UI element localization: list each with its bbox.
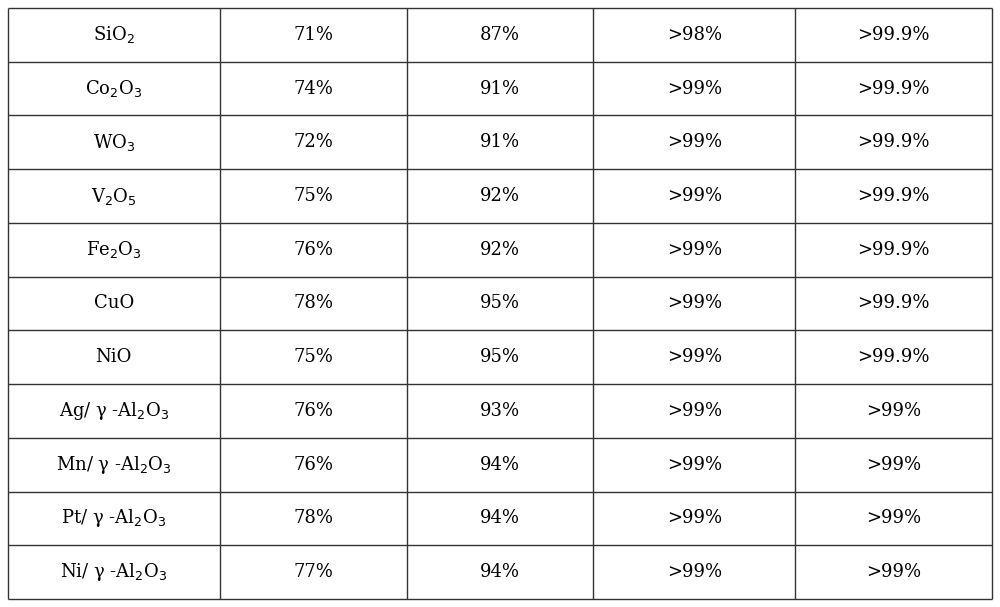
- Text: >99%: >99%: [866, 456, 921, 473]
- Text: >99%: >99%: [667, 563, 722, 581]
- Text: >99%: >99%: [667, 294, 722, 313]
- Text: >99.9%: >99.9%: [857, 80, 930, 98]
- Text: >99.9%: >99.9%: [857, 134, 930, 151]
- Text: 95%: 95%: [480, 348, 520, 366]
- Text: 72%: 72%: [293, 134, 333, 151]
- Text: 75%: 75%: [293, 348, 333, 366]
- Text: >99.9%: >99.9%: [857, 294, 930, 313]
- Text: 74%: 74%: [293, 80, 333, 98]
- Text: 71%: 71%: [293, 26, 333, 44]
- Text: >99%: >99%: [866, 563, 921, 581]
- Text: 77%: 77%: [293, 563, 333, 581]
- Text: 78%: 78%: [293, 294, 333, 313]
- Text: NiO: NiO: [96, 348, 132, 366]
- Text: Ag/ γ -Al$_2$O$_3$: Ag/ γ -Al$_2$O$_3$: [59, 400, 169, 422]
- Text: 92%: 92%: [480, 241, 520, 259]
- Text: >99%: >99%: [667, 456, 722, 473]
- Text: 87%: 87%: [480, 26, 520, 44]
- Text: 94%: 94%: [480, 456, 520, 473]
- Text: 91%: 91%: [480, 80, 520, 98]
- Text: WO$_3$: WO$_3$: [93, 132, 135, 153]
- Text: CuO: CuO: [94, 294, 134, 313]
- Text: >99%: >99%: [667, 134, 722, 151]
- Text: 78%: 78%: [293, 509, 333, 527]
- Text: Mn/ γ -Al$_2$O$_3$: Mn/ γ -Al$_2$O$_3$: [56, 453, 172, 476]
- Text: 76%: 76%: [293, 402, 333, 420]
- Text: >99.9%: >99.9%: [857, 348, 930, 366]
- Text: 95%: 95%: [480, 294, 520, 313]
- Text: 76%: 76%: [293, 456, 333, 473]
- Text: 75%: 75%: [293, 187, 333, 205]
- Text: 94%: 94%: [480, 563, 520, 581]
- Text: 92%: 92%: [480, 187, 520, 205]
- Text: >99%: >99%: [667, 80, 722, 98]
- Text: >99%: >99%: [667, 187, 722, 205]
- Text: Ni/ γ -Al$_2$O$_3$: Ni/ γ -Al$_2$O$_3$: [60, 561, 167, 583]
- Text: >99.9%: >99.9%: [857, 26, 930, 44]
- Text: Pt/ γ -Al$_2$O$_3$: Pt/ γ -Al$_2$O$_3$: [61, 507, 166, 529]
- Text: >99%: >99%: [667, 509, 722, 527]
- Text: >99%: >99%: [866, 402, 921, 420]
- Text: >99%: >99%: [667, 241, 722, 259]
- Text: 76%: 76%: [293, 241, 333, 259]
- Text: >99%: >99%: [667, 348, 722, 366]
- Text: >99.9%: >99.9%: [857, 187, 930, 205]
- Text: 91%: 91%: [480, 134, 520, 151]
- Text: >98%: >98%: [667, 26, 722, 44]
- Text: >99%: >99%: [866, 509, 921, 527]
- Text: 94%: 94%: [480, 509, 520, 527]
- Text: Fe$_2$O$_3$: Fe$_2$O$_3$: [86, 239, 142, 260]
- Text: SiO$_2$: SiO$_2$: [93, 24, 135, 46]
- Text: 93%: 93%: [480, 402, 520, 420]
- Text: Co$_2$O$_3$: Co$_2$O$_3$: [85, 78, 142, 99]
- Text: V$_2$O$_5$: V$_2$O$_5$: [91, 186, 137, 206]
- Text: >99.9%: >99.9%: [857, 241, 930, 259]
- Text: >99%: >99%: [667, 402, 722, 420]
